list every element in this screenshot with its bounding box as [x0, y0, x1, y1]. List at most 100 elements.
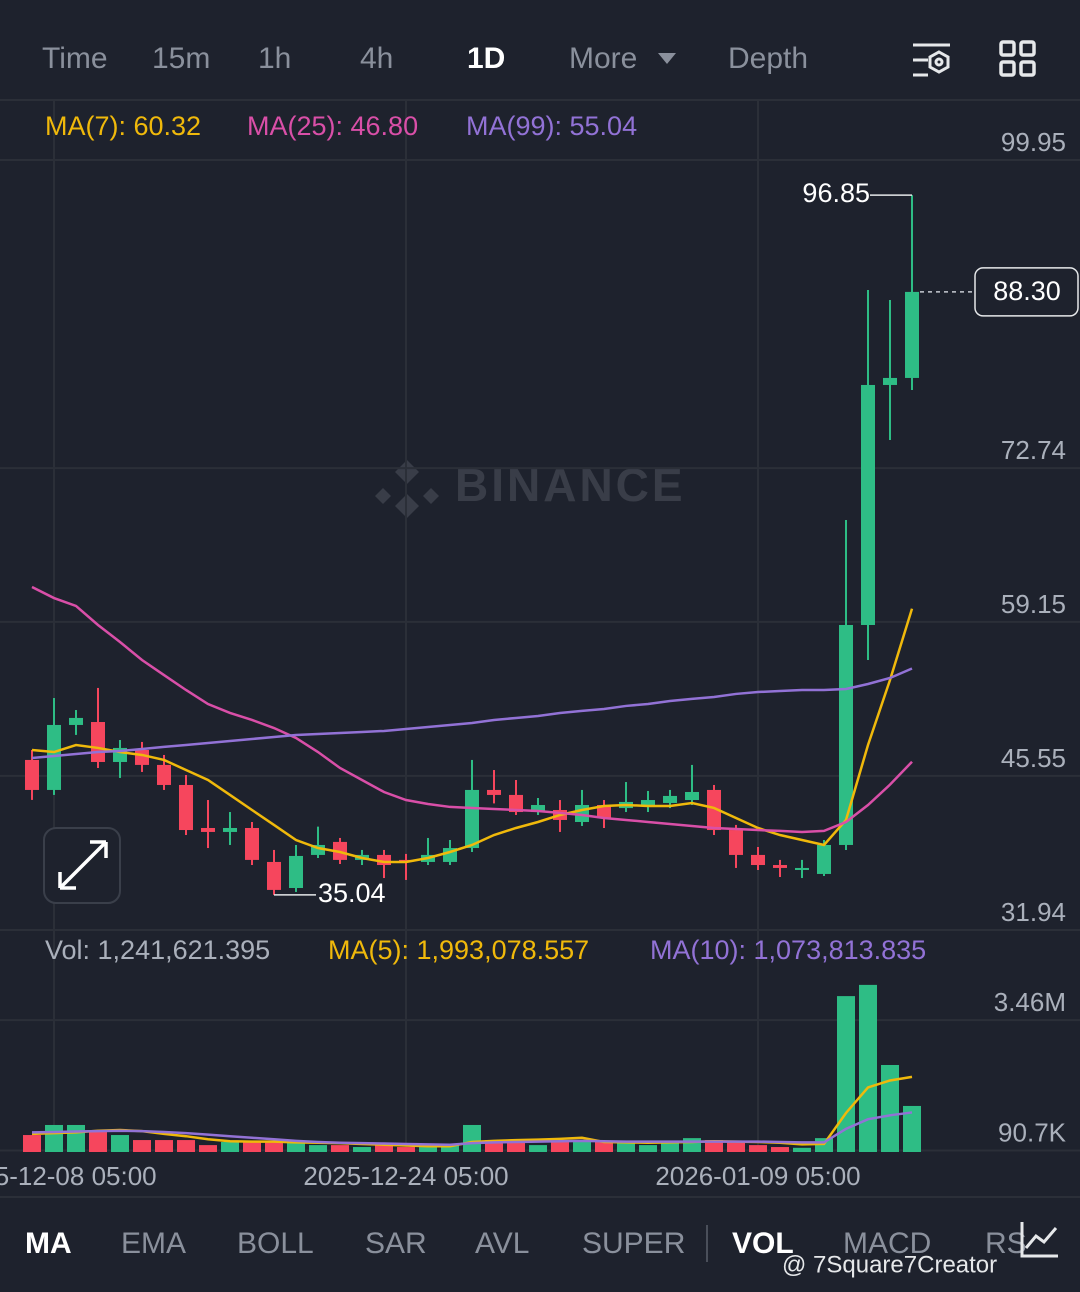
volume-tick-label: 90.7K — [998, 1117, 1067, 1147]
timeframe-tab[interactable]: Depth — [728, 42, 808, 75]
candle-body — [157, 764, 171, 785]
low-label: 35.04 — [318, 878, 386, 908]
volume-bar — [617, 1142, 635, 1152]
volume-bar — [221, 1142, 239, 1152]
timeframe-tab[interactable]: 15m — [152, 42, 210, 75]
volume-bar — [639, 1145, 657, 1152]
indicator-tab[interactable]: RS — [985, 1227, 1027, 1260]
y-tick-label: 59.15 — [1001, 589, 1066, 619]
candle-body — [839, 624, 853, 845]
timeframe-tab[interactable]: 1h — [258, 42, 291, 75]
candle-body — [377, 854, 391, 866]
last-price-box — [974, 267, 1079, 317]
price-chart: 2025-12-08 05:00 2025-12-24 05:00 2026-01-… — [0, 100, 1080, 1191]
indicator-tab[interactable]: SUPER — [582, 1227, 685, 1260]
volume-bar — [199, 1145, 217, 1152]
volume-bar — [177, 1140, 195, 1152]
indicator-tab[interactable]: MA — [25, 1227, 72, 1260]
volume-bar — [111, 1135, 129, 1152]
volume-bar — [133, 1140, 151, 1152]
volume-bar — [727, 1142, 745, 1152]
candle-body — [773, 865, 787, 868]
candle-body — [509, 794, 523, 813]
candle-body — [135, 749, 149, 765]
timeframe-tab[interactable]: Time — [42, 42, 108, 75]
indicator-tab[interactable]: EMA — [121, 1227, 186, 1260]
ma-legend: MA(99): 55.04 — [466, 111, 637, 141]
volume-tick-label: 3.46M — [994, 987, 1066, 1017]
volume-bar — [463, 1124, 481, 1152]
indicator-tab[interactable]: BOLL — [237, 1227, 314, 1260]
volume-bar — [529, 1145, 547, 1152]
candle-body — [289, 855, 303, 888]
volume-bar — [45, 1124, 63, 1152]
indicator-settings-icon[interactable] — [1020, 1222, 1058, 1258]
volume-bar — [353, 1147, 371, 1152]
candle-body — [179, 784, 193, 831]
candle-body — [861, 384, 875, 625]
volume-ma-legend: MA(10): 1,073,813.835 — [650, 935, 926, 965]
volume-bar — [397, 1147, 415, 1152]
settings-icon[interactable] — [913, 43, 950, 77]
brand-text: BINANCE — [455, 459, 686, 511]
expand-button[interactable] — [43, 827, 121, 904]
candle-body — [707, 789, 721, 831]
credit: @ 7Square7Creator — [782, 1251, 997, 1278]
volume-bar — [287, 1142, 305, 1152]
volume-bar — [331, 1145, 349, 1152]
layout-icon[interactable] — [999, 40, 1036, 77]
indicator-tab[interactable]: VOL — [732, 1227, 794, 1260]
x-tick-label: 2026-01-09 05:00 — [655, 1161, 860, 1191]
indicator-tab[interactable]: MACD — [843, 1227, 931, 1260]
volume-bar — [859, 984, 877, 1152]
indicator-tabs: MA EMA BOLL SAR AVL SUPER VOL MACD RS — [25, 1227, 1027, 1260]
volume-bar — [67, 1124, 85, 1152]
candle-body — [531, 805, 545, 813]
timeframe-tab[interactable]: 4h — [360, 42, 393, 75]
volume-bar — [419, 1147, 437, 1152]
candle-body — [905, 291, 919, 378]
candle-body — [91, 722, 105, 762]
indicator-tab[interactable]: AVL — [475, 1227, 529, 1260]
timeframe-tab[interactable]: 1D — [467, 42, 505, 75]
candle-body — [641, 800, 655, 806]
y-tick-label: 45.55 — [1001, 743, 1066, 773]
candle-body — [751, 854, 765, 866]
timeframe-tab[interactable]: More — [569, 42, 637, 75]
indicator-tab[interactable]: SAR — [365, 1227, 427, 1260]
volume-bar — [749, 1145, 767, 1152]
volume-bar — [837, 996, 855, 1152]
volume-bar — [89, 1130, 107, 1152]
volume-bar — [23, 1135, 41, 1152]
y-tick-label: 99.95 — [1001, 127, 1066, 157]
volume-bar — [903, 1105, 921, 1152]
candle-body — [201, 827, 215, 832]
volume-bar — [573, 1140, 591, 1152]
volume-bar — [771, 1147, 789, 1152]
candle-body — [223, 827, 237, 832]
candle-body — [729, 830, 743, 855]
volume-bar — [705, 1140, 723, 1152]
volume-bar — [683, 1138, 701, 1152]
candle-body — [487, 789, 501, 795]
ma-line — [31, 1111, 913, 1146]
candle-body — [69, 717, 83, 725]
volume-bar — [595, 1142, 613, 1152]
volume-bar — [309, 1145, 327, 1152]
candle-body — [25, 759, 39, 790]
volume-bar — [265, 1142, 283, 1152]
y-tick-label: 31.94 — [1001, 897, 1066, 927]
ma-line — [31, 667, 913, 760]
volume-bar — [881, 1064, 899, 1152]
candle-body — [663, 795, 677, 803]
y-tick-label: 72.74 — [1001, 435, 1066, 465]
volume-bar — [661, 1142, 679, 1152]
candle-body — [597, 805, 611, 819]
toolbar: Time 15m 1h 4h 1D More Depth — [42, 42, 808, 75]
ma-line — [31, 585, 913, 834]
volume-legend: Vol: 1,241,621.395 — [45, 935, 270, 965]
volume-bar — [793, 1147, 811, 1152]
candle-body — [267, 861, 281, 890]
